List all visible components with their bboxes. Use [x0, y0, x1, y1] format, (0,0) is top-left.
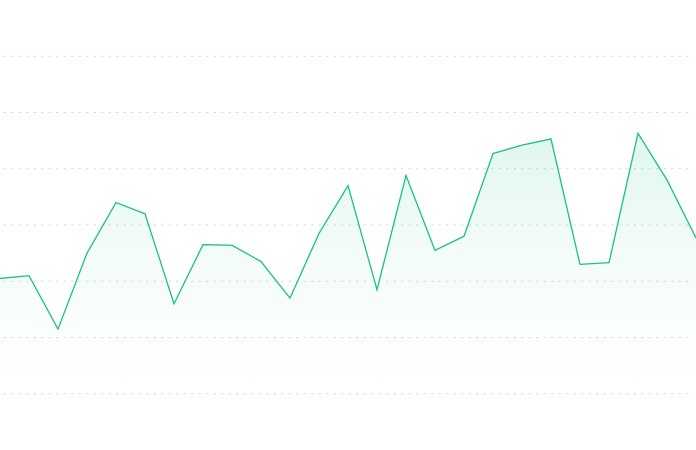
data-point-4	[114, 201, 118, 205]
data-point-14	[404, 174, 408, 178]
data-point-13	[375, 288, 379, 292]
data-point-5	[143, 212, 147, 216]
data-point-8	[230, 243, 234, 247]
data-point-22	[636, 131, 640, 135]
data-point-6	[172, 302, 176, 306]
data-point-10	[288, 296, 292, 300]
series-line-layer	[0, 131, 696, 331]
data-point-16	[462, 234, 466, 238]
area-fill-layer	[0, 133, 696, 450]
series-area	[0, 133, 696, 450]
series-line	[0, 131, 696, 331]
data-point-1	[27, 274, 31, 278]
data-point-9	[259, 260, 263, 264]
data-point-3	[85, 251, 89, 255]
data-point-21	[607, 261, 611, 265]
data-point-18	[520, 143, 524, 147]
data-point-19	[549, 137, 553, 141]
data-point-15	[433, 248, 437, 252]
data-point-7	[201, 243, 205, 247]
data-point-12	[346, 184, 350, 188]
data-point-2	[56, 327, 60, 331]
data-point-17	[491, 152, 495, 156]
data-point-20	[578, 262, 582, 266]
data-point-23	[665, 178, 669, 182]
data-point-11	[317, 231, 321, 235]
